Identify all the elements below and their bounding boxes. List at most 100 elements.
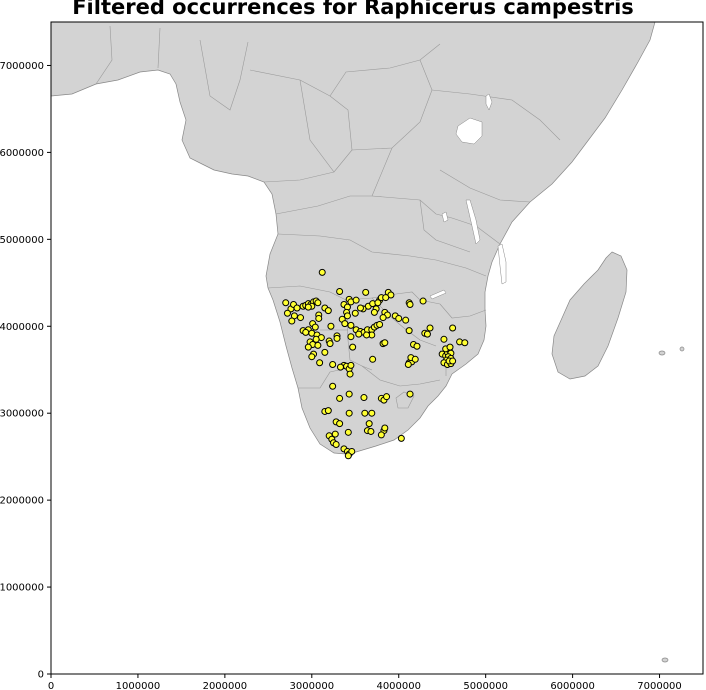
y-tick-label: 0 bbox=[38, 670, 44, 681]
occurrence-point bbox=[426, 324, 434, 332]
occurrence-point bbox=[355, 330, 363, 338]
x-tick-label: 7000000 bbox=[637, 681, 682, 690]
axes-frame bbox=[50, 21, 704, 675]
occurrence-point bbox=[461, 339, 469, 347]
occurrence-point bbox=[356, 304, 364, 312]
occurrence-point bbox=[352, 296, 360, 304]
occurrence-point bbox=[351, 309, 359, 317]
africa-basemap bbox=[51, 22, 685, 663]
occurrence-point bbox=[346, 370, 354, 378]
occurrence-point bbox=[336, 394, 344, 402]
occurrence-point bbox=[282, 299, 290, 307]
occurrence-point bbox=[326, 340, 334, 348]
occurrence-point bbox=[405, 327, 413, 335]
y-axis: 0 1000000 2000000 3000000 4000000 5000000 6000… bbox=[0, 61, 51, 681]
occurrence-point bbox=[368, 409, 376, 417]
occurrence-point bbox=[336, 420, 344, 428]
occurrence-point bbox=[376, 321, 384, 329]
y-tick-label: 7000000 bbox=[0, 61, 44, 72]
occurrence-point bbox=[332, 440, 340, 448]
occurrence-point bbox=[344, 452, 352, 460]
comoros-island bbox=[658, 350, 666, 356]
occurrence-point bbox=[365, 420, 373, 428]
occurrence-point bbox=[345, 390, 353, 398]
lake-kariba bbox=[429, 289, 447, 300]
occurrence-point bbox=[423, 330, 431, 338]
occurrence-point bbox=[382, 294, 390, 302]
x-tick-label: 0 bbox=[48, 681, 54, 690]
y-tick-label: 4000000 bbox=[0, 322, 44, 333]
occurrence-point bbox=[288, 317, 296, 325]
occurrence-point bbox=[362, 288, 370, 296]
occurrence-point bbox=[360, 394, 368, 402]
occurrence-point bbox=[329, 361, 337, 369]
occurrence-point bbox=[402, 316, 410, 324]
occurrence-point bbox=[363, 331, 371, 339]
occurrence-point bbox=[345, 409, 353, 417]
africa-landmass bbox=[51, 22, 656, 455]
lake-turkana bbox=[485, 93, 493, 111]
occurrence-point bbox=[395, 314, 403, 322]
occurrence-point bbox=[404, 361, 412, 369]
occurrence-point bbox=[315, 314, 323, 322]
lake-tanganyika bbox=[465, 199, 481, 245]
occurrence-point bbox=[296, 314, 304, 322]
occurrence-point bbox=[344, 428, 352, 436]
occurrence-point bbox=[347, 321, 355, 329]
occurrence-point bbox=[308, 353, 316, 361]
occurrence-point bbox=[406, 301, 414, 309]
occurrence-points bbox=[282, 268, 469, 460]
occurrence-point bbox=[347, 361, 355, 369]
lake-malawi bbox=[497, 243, 507, 285]
x-tick-label: 5000000 bbox=[463, 681, 508, 690]
mascarene-island bbox=[679, 346, 685, 352]
occurrence-point bbox=[316, 359, 324, 367]
occurrence-point bbox=[304, 303, 312, 311]
occurrence-point bbox=[361, 409, 369, 417]
lake-victoria bbox=[455, 117, 483, 145]
x-axis: 0 1000000 2000000 3000000 4000000 5000000 6000… bbox=[48, 674, 682, 690]
occurrence-point bbox=[333, 334, 341, 342]
occurrence-point bbox=[381, 339, 389, 347]
occurrence-point bbox=[377, 431, 385, 439]
occurrence-point bbox=[327, 322, 335, 330]
occurrence-point bbox=[369, 355, 377, 363]
occurrence-point bbox=[419, 297, 427, 305]
occurrence-point bbox=[381, 424, 389, 432]
chart-title: Filtered occurrences for Raphicerus camp… bbox=[72, 0, 634, 19]
occurrence-point bbox=[367, 427, 375, 435]
occurrence-point bbox=[343, 312, 351, 320]
occurrence-point bbox=[336, 287, 344, 295]
occurrence-point bbox=[304, 343, 312, 351]
occurrence-point bbox=[318, 268, 326, 276]
occurrence-point bbox=[413, 342, 421, 350]
lake-mweru bbox=[441, 211, 449, 223]
occurrence-point bbox=[449, 324, 457, 332]
occurrence-point bbox=[440, 335, 448, 343]
occurrence-point bbox=[379, 314, 387, 322]
x-tick-label: 3000000 bbox=[290, 681, 335, 690]
lakes bbox=[429, 93, 507, 300]
occurrence-point bbox=[411, 355, 419, 363]
occurrence-point bbox=[293, 304, 301, 312]
y-tick-label: 1000000 bbox=[0, 583, 44, 594]
occurrence-point bbox=[311, 323, 319, 331]
small-island bbox=[661, 657, 669, 663]
occurrence-point bbox=[314, 299, 322, 307]
occurrence-point bbox=[446, 343, 454, 351]
occurrence-point bbox=[449, 357, 457, 365]
y-tick-label: 3000000 bbox=[0, 409, 44, 420]
occurrence-point bbox=[347, 333, 355, 341]
occurrence-point bbox=[314, 341, 322, 349]
y-tick-label: 2000000 bbox=[0, 496, 44, 507]
occurrence-point bbox=[329, 382, 337, 390]
x-tick-label: 4000000 bbox=[376, 681, 421, 690]
x-tick-label: 1000000 bbox=[116, 681, 161, 690]
x-tick-label: 2000000 bbox=[203, 681, 248, 690]
occurrence-point bbox=[341, 320, 349, 328]
occurrence-point bbox=[406, 390, 414, 398]
occurrence-point bbox=[397, 434, 405, 442]
occurrence-point bbox=[336, 363, 344, 371]
x-tick-label: 6000000 bbox=[550, 681, 595, 690]
